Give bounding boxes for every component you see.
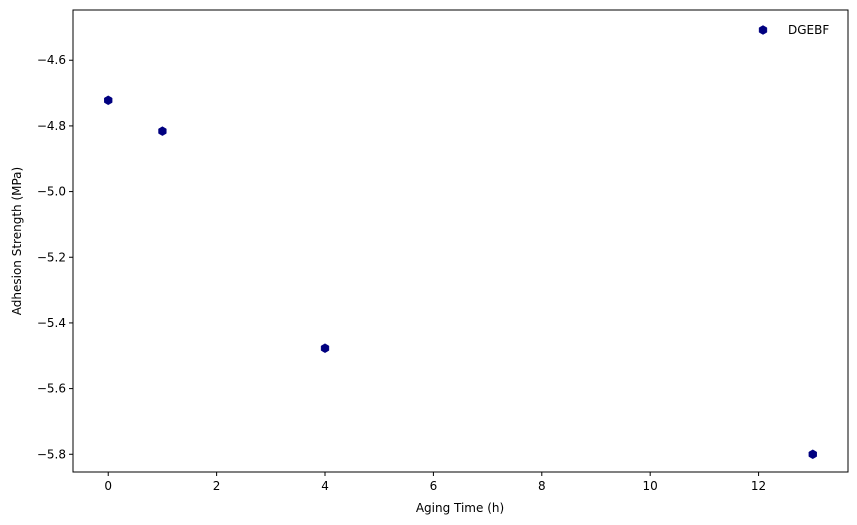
legend: DGEBF <box>758 23 829 37</box>
x-axis-label: Aging Time (h) <box>416 501 504 515</box>
x-tick-label: 2 <box>213 479 221 493</box>
y-tick-label: −4.8 <box>37 119 66 133</box>
x-tick-label: 4 <box>321 479 329 493</box>
y-tick-label: −5.8 <box>37 447 66 461</box>
x-axis-ticks: 0 2 4 6 8 10 12 <box>104 472 766 493</box>
y-axis-label: Adhesion Strength (MPa) <box>10 167 24 315</box>
y-tick-label: −5.6 <box>37 382 66 396</box>
y-tick-label: −5.0 <box>37 185 66 199</box>
x-tick-label: 12 <box>751 479 766 493</box>
y-tick-label: −5.2 <box>37 250 66 264</box>
y-tick-label: −5.4 <box>37 316 66 330</box>
legend-marker-shape <box>758 25 768 35</box>
legend-label-dgebf: DGEBF <box>788 23 829 37</box>
x-tick-label: 8 <box>538 479 546 493</box>
x-tick-label: 6 <box>430 479 438 493</box>
legend-marker-dgebf <box>758 25 768 35</box>
data-point <box>158 126 167 136</box>
x-tick-label: 10 <box>643 479 658 493</box>
y-tick-label: −4.6 <box>37 53 66 67</box>
x-tick-label: 0 <box>104 479 112 493</box>
data-points <box>104 95 817 460</box>
data-point <box>320 343 330 353</box>
data-point <box>808 449 817 460</box>
data-point <box>104 95 113 106</box>
y-axis-ticks: −5.8 −5.6 −5.4 −5.2 −5.0 −4.8 −4.6 <box>37 53 73 461</box>
plot-area <box>72 9 849 473</box>
